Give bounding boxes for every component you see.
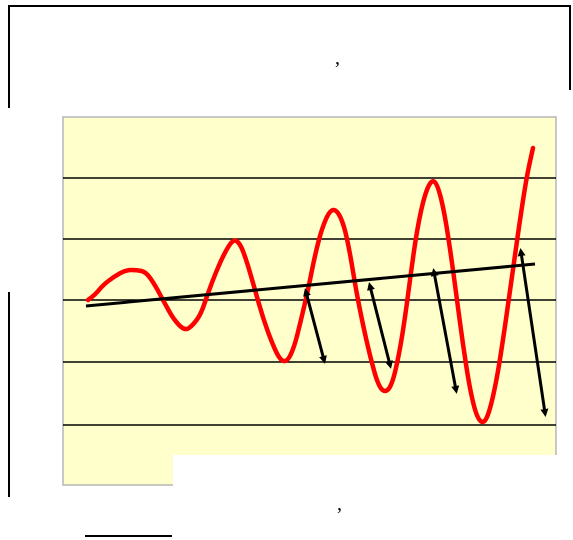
amplitude-arrows [303,248,549,417]
amplitude-arrow [517,248,549,417]
oscillating-curve [85,145,536,425]
top-comma-mark: , [335,47,340,69]
amplitude-arrow [430,268,460,394]
amplitude-arrow [303,288,327,364]
trend-line [85,262,536,308]
caption-cover [173,455,573,540]
amplitude-arrow [367,282,393,369]
bottom-comma-mark: , [337,493,342,515]
frame-top-left [8,5,571,108]
